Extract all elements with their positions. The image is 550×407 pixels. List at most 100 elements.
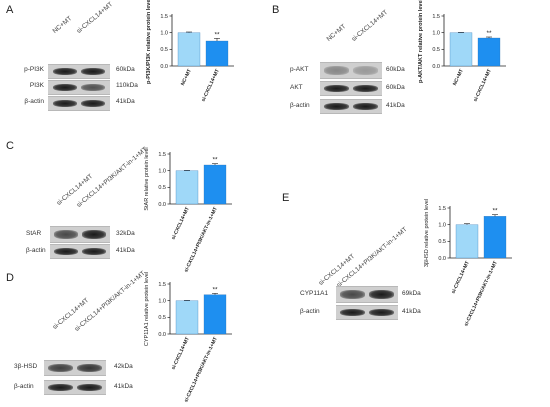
blot-row-label: StAR bbox=[26, 230, 42, 237]
bar-chart-b: p-AKT/AKT relative protein level 0.0 0.5 1.… bbox=[418, 0, 506, 103]
x-tick-label: si-CXCL14+PI3K/AKT-in-1+MT bbox=[183, 206, 219, 273]
y-tick-label: 0.5 bbox=[160, 47, 168, 53]
blot-strip bbox=[48, 96, 110, 111]
x-tick-label: si-CXCL14+MT bbox=[473, 68, 493, 102]
x-tick-label: si-CXCL14+MT bbox=[451, 260, 471, 294]
bar bbox=[175, 300, 199, 335]
panel-label-e: E bbox=[282, 192, 290, 204]
blot-strip bbox=[44, 380, 106, 395]
y-tick-label: 0.5 bbox=[432, 47, 440, 53]
significance-marker: ** bbox=[486, 30, 492, 37]
x-tick-label: si-CXCL14+MT bbox=[171, 206, 191, 240]
bar bbox=[203, 164, 227, 205]
bar bbox=[477, 37, 501, 67]
blot-row-label: β-actin bbox=[300, 308, 320, 315]
bar bbox=[455, 224, 479, 259]
y-axis-label: p-PI3K/PI3K relative protein level bbox=[146, 0, 152, 84]
blot-row-label: p-PI3K bbox=[24, 66, 44, 73]
bar-chart-e: 3βHSD relative protein level 0.0 0.5 1.0 1.5… bbox=[424, 199, 512, 327]
y-tick-label: 1.5 bbox=[432, 14, 440, 20]
y-tick-label: 0.0 bbox=[160, 64, 168, 70]
blot-row-label: β-actin bbox=[14, 383, 34, 390]
bar-chart-d: CYP11A1 relative protein level 0.0 0.5 1.0 1… bbox=[144, 272, 232, 403]
y-tick-label: 0.5 bbox=[438, 239, 446, 245]
blot-row-label: β-actin bbox=[290, 102, 310, 109]
y-tick-label: 1.0 bbox=[158, 168, 166, 174]
lane-label: NC+MT bbox=[325, 23, 348, 43]
blot-row-label: β-actin bbox=[24, 98, 44, 105]
y-tick-label: 1.5 bbox=[158, 152, 166, 158]
bar bbox=[175, 170, 199, 205]
y-tick-label: 0.0 bbox=[438, 256, 446, 262]
y-tick-label: 1.0 bbox=[432, 30, 440, 36]
blot-row-label: CYP11A1 bbox=[300, 290, 329, 297]
kda-label: 110kDa bbox=[116, 82, 138, 89]
y-axis-label: 3βHSD relative protein level bbox=[424, 199, 430, 267]
significance-marker: ** bbox=[212, 286, 218, 293]
y-tick-label: 0.5 bbox=[158, 315, 166, 321]
y-tick-label: 1.0 bbox=[160, 30, 168, 36]
bar-chart-a: p-PI3K/PI3K relative protein level 0.0 0.5… bbox=[146, 0, 234, 103]
blot-strip bbox=[44, 360, 106, 376]
x-tick-label: si-CXCL14+PI3K/AKT-in-1+MT bbox=[463, 260, 499, 327]
blot-row-label: 3β-HSD bbox=[14, 363, 38, 370]
panel-label-d: D bbox=[6, 272, 14, 284]
bar bbox=[177, 32, 201, 67]
kda-label: 32kDa bbox=[116, 230, 135, 237]
significance-marker: ** bbox=[492, 208, 498, 215]
lane-label: si-CXCL14+MT bbox=[75, 0, 115, 35]
y-tick-label: 1.5 bbox=[160, 14, 168, 20]
blot-strip bbox=[48, 80, 110, 95]
blot-row-label: β-actin bbox=[26, 247, 46, 254]
x-tick-label: NC+MT bbox=[452, 68, 465, 86]
panel-label-c: C bbox=[6, 140, 14, 152]
y-axis-label: StAR relative protein level bbox=[144, 147, 150, 210]
y-tick-label: 0.0 bbox=[158, 202, 166, 208]
kda-label: 41kDa bbox=[116, 247, 135, 254]
x-tick-label: si-CXCL14+MT bbox=[171, 336, 191, 370]
y-axis-label: p-AKT/AKT relative protein level bbox=[418, 0, 424, 83]
blot-strip bbox=[320, 99, 382, 114]
lane-label: si-CXCL14+MT bbox=[350, 8, 390, 44]
kda-label: 41kDa bbox=[402, 308, 421, 315]
significance-marker: ** bbox=[212, 157, 218, 164]
y-tick-label: 1.0 bbox=[438, 222, 446, 228]
panel-label-a: A bbox=[6, 4, 14, 16]
y-tick-label: 1.0 bbox=[158, 298, 166, 304]
y-tick-label: 1.5 bbox=[158, 282, 166, 288]
kda-label: 69kDa bbox=[402, 290, 421, 297]
blot-row-label: p-AKT bbox=[290, 66, 309, 73]
blot-strip bbox=[48, 64, 110, 79]
panel-label-b: B bbox=[272, 4, 280, 16]
lane-label: NC+MT bbox=[51, 15, 74, 35]
y-tick-label: 1.5 bbox=[438, 206, 446, 212]
x-tick-label: NC+MT bbox=[180, 68, 193, 86]
blot-strip bbox=[320, 62, 382, 79]
bar bbox=[483, 216, 507, 259]
blot-strip bbox=[50, 244, 110, 259]
x-tick-label: si-CXCL14+PI3K/AKT-in-1+MT bbox=[183, 336, 219, 403]
blot-strip bbox=[320, 81, 382, 96]
significance-marker: ** bbox=[214, 31, 220, 38]
kda-label: 41kDa bbox=[386, 102, 405, 109]
y-axis-label: CYP11A1 relative protein level bbox=[144, 272, 150, 346]
kda-label: 60kDa bbox=[116, 66, 135, 73]
kda-label: 41kDa bbox=[116, 98, 135, 105]
y-tick-label: 0.0 bbox=[158, 332, 166, 338]
x-tick-label: si-CXCL14+MT bbox=[201, 68, 221, 102]
blot-strip bbox=[50, 226, 110, 243]
kda-label: 60kDa bbox=[386, 84, 405, 91]
blot-row-label: AKT bbox=[290, 84, 303, 91]
blot-strip bbox=[336, 286, 398, 303]
bar bbox=[449, 32, 473, 67]
y-tick-label: 0.5 bbox=[158, 185, 166, 191]
blot-row-label: PI3K bbox=[29, 82, 44, 89]
kda-label: 42kDa bbox=[114, 363, 133, 370]
y-tick-label: 0.0 bbox=[432, 64, 440, 70]
kda-label: 41kDa bbox=[114, 383, 133, 390]
blot-strip bbox=[336, 305, 398, 320]
bar-chart-c: StAR relative protein level 0.0 0.5 1.0 1.5 s… bbox=[144, 147, 232, 273]
kda-label: 60kDa bbox=[386, 66, 405, 73]
bar bbox=[205, 40, 229, 67]
bar bbox=[203, 294, 227, 335]
